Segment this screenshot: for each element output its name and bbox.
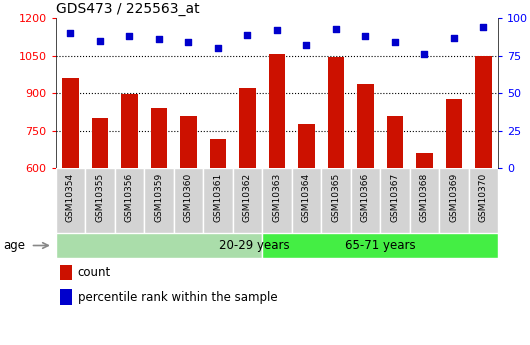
Point	[479, 24, 488, 30]
Point	[125, 33, 134, 39]
Bar	[351, 168, 380, 233]
Point	[96, 38, 104, 43]
Bar	[269, 54, 285, 168]
Bar	[121, 94, 137, 168]
Text: GSM10361: GSM10361	[214, 173, 223, 223]
Text: percentile rank within the sample: percentile rank within the sample	[78, 290, 277, 304]
Bar	[92, 118, 108, 168]
Bar	[328, 57, 344, 168]
Bar	[56, 233, 262, 258]
Point	[332, 26, 340, 31]
Bar	[203, 168, 233, 233]
Point	[361, 33, 370, 39]
Text: GSM10363: GSM10363	[272, 173, 281, 223]
Bar	[56, 168, 85, 233]
Text: GSM10365: GSM10365	[331, 173, 340, 223]
Bar	[210, 139, 226, 168]
Bar	[180, 116, 197, 168]
Bar	[387, 116, 403, 168]
Text: 65-71 years: 65-71 years	[345, 239, 416, 252]
Bar	[60, 289, 73, 305]
Point	[420, 51, 429, 57]
Text: GDS473 / 225563_at: GDS473 / 225563_at	[56, 2, 199, 16]
Point	[391, 39, 399, 45]
Text: 20-29 years: 20-29 years	[219, 239, 290, 252]
Point	[66, 30, 75, 36]
Bar	[85, 168, 114, 233]
Bar	[469, 168, 498, 233]
Bar	[410, 168, 439, 233]
Point	[214, 45, 222, 51]
Bar	[357, 84, 374, 168]
Point	[155, 36, 163, 42]
Bar	[298, 124, 314, 168]
Text: GSM10369: GSM10369	[449, 173, 458, 223]
Bar	[439, 168, 469, 233]
Text: GSM10367: GSM10367	[391, 173, 400, 223]
Text: GSM10370: GSM10370	[479, 173, 488, 223]
Text: GSM10359: GSM10359	[154, 173, 163, 223]
Point	[243, 32, 252, 37]
Bar	[63, 78, 78, 168]
Bar	[233, 168, 262, 233]
Text: GSM10360: GSM10360	[184, 173, 193, 223]
Bar	[321, 168, 351, 233]
Text: GSM10366: GSM10366	[361, 173, 370, 223]
Point	[184, 39, 193, 45]
Bar	[174, 168, 203, 233]
Bar	[380, 168, 410, 233]
Text: GSM10355: GSM10355	[95, 173, 104, 223]
Bar	[114, 168, 144, 233]
Bar	[262, 233, 498, 258]
Bar	[262, 168, 292, 233]
Text: GSM10354: GSM10354	[66, 173, 75, 222]
Bar	[475, 56, 491, 168]
Text: GSM10368: GSM10368	[420, 173, 429, 223]
Text: GSM10356: GSM10356	[125, 173, 134, 223]
Text: GSM10362: GSM10362	[243, 173, 252, 222]
Point	[450, 35, 458, 40]
Bar	[60, 265, 73, 280]
Text: GSM10364: GSM10364	[302, 173, 311, 222]
Bar	[292, 168, 321, 233]
Bar	[151, 108, 167, 168]
Point	[302, 42, 311, 48]
Text: count: count	[78, 266, 111, 279]
Bar	[240, 88, 255, 168]
Text: age: age	[3, 239, 25, 252]
Bar	[417, 153, 432, 168]
Point	[273, 27, 281, 33]
Bar	[446, 99, 462, 168]
Bar	[144, 168, 174, 233]
